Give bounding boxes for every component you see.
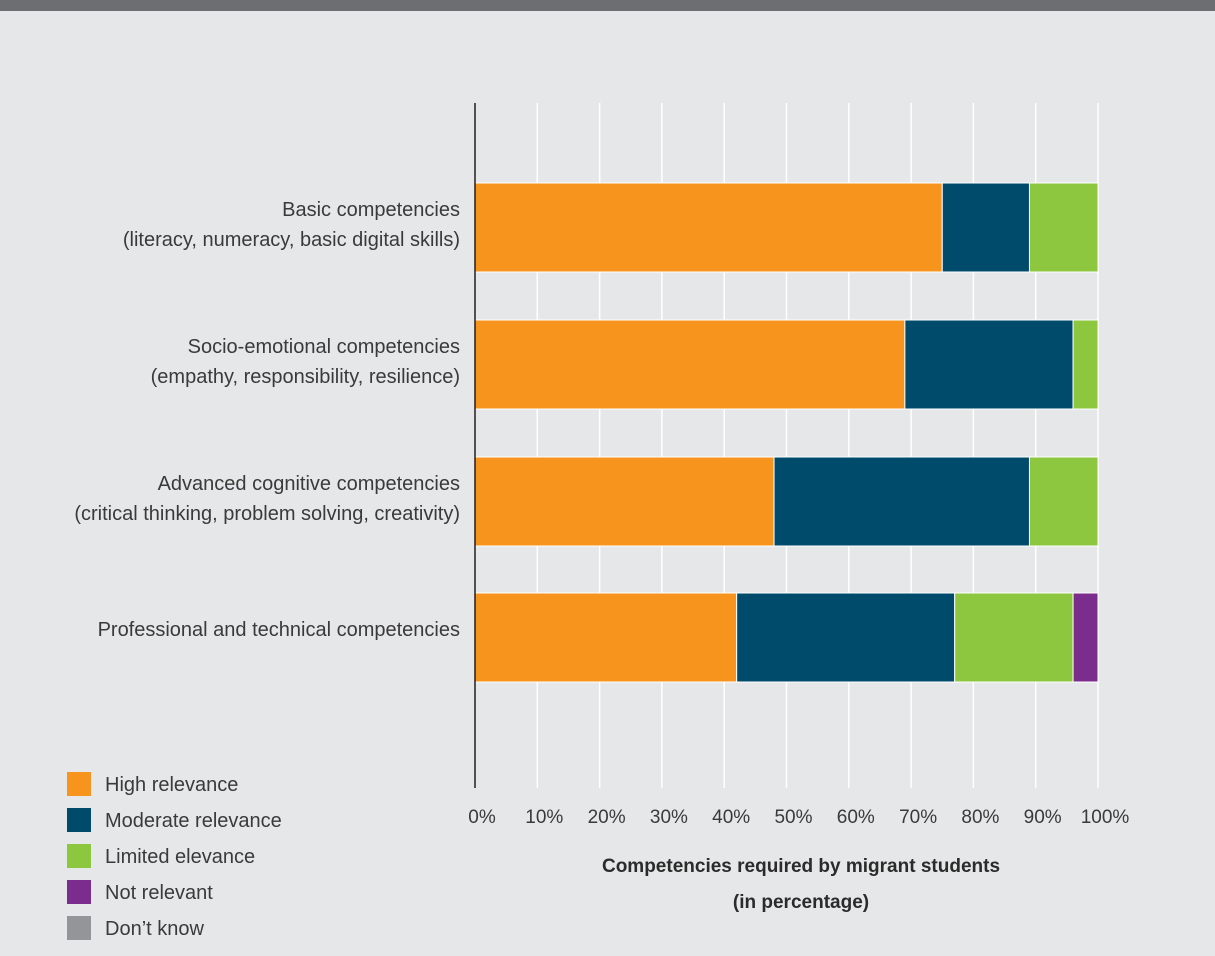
- x-axis-title: Competencies required by migrant student…: [602, 856, 1000, 913]
- bar-segment: [1028, 182, 1099, 273]
- category-labels: Basic competencies (literacy, numeracy, b…: [74, 199, 460, 641]
- x-tick-label: 10%: [525, 807, 563, 828]
- x-tick-label: 90%: [1024, 807, 1062, 828]
- x-tick-label: 60%: [837, 807, 875, 828]
- bar-segment: [1072, 319, 1099, 410]
- legend-swatch: [67, 772, 91, 796]
- x-tick-labels: 0% 10% 20% 30% 40% 50% 60% 70% 80% 90% 100%: [468, 807, 1129, 828]
- category-label: (empathy, responsibility, resilience): [151, 366, 460, 388]
- x-axis-title-line: (in percentage): [733, 892, 869, 913]
- x-tick-label: 80%: [961, 807, 999, 828]
- category-label: (critical thinking, problem solving, cre…: [74, 503, 460, 525]
- legend-swatch: [67, 808, 91, 832]
- legend-swatch: [67, 880, 91, 904]
- bar-segment: [941, 182, 1030, 273]
- bar-segment: [474, 456, 775, 547]
- bar-segment: [954, 592, 1074, 683]
- legend-label: Don’t know: [105, 918, 204, 940]
- x-axis-title-line: Competencies required by migrant student…: [602, 856, 1000, 877]
- bar-segment: [736, 592, 956, 683]
- bar-segment: [474, 182, 943, 273]
- bar-segment: [1072, 592, 1099, 683]
- category-label: Advanced cognitive competencies: [158, 473, 460, 495]
- x-tick-label: 30%: [650, 807, 688, 828]
- x-tick-label: 20%: [588, 807, 626, 828]
- legend-swatch: [67, 916, 91, 940]
- bar-segment: [1028, 456, 1099, 547]
- category-label: (literacy, numeracy, basic digital skill…: [123, 229, 460, 251]
- legend-label: Limited elevance: [105, 846, 255, 868]
- bars: [474, 182, 1099, 683]
- x-tick-label: 70%: [899, 807, 937, 828]
- legend: High relevance Moderate relevance Limited …: [67, 772, 282, 940]
- category-label: Professional and technical competencies: [98, 619, 460, 641]
- legend-swatch: [67, 844, 91, 868]
- x-tick-label: 0%: [468, 807, 496, 828]
- category-label: Socio-emotional competencies: [188, 336, 460, 358]
- x-tick-label: 40%: [712, 807, 750, 828]
- legend-label: High relevance: [105, 774, 238, 796]
- x-tick-label: 50%: [774, 807, 812, 828]
- x-tick-label: 100%: [1081, 807, 1130, 828]
- bar-segment: [474, 319, 906, 410]
- category-label: Basic competencies: [282, 199, 460, 221]
- bar-segment: [773, 456, 1030, 547]
- bar-segment: [904, 319, 1074, 410]
- legend-label: Not relevant: [105, 882, 213, 904]
- bar-segment: [474, 592, 738, 683]
- legend-label: Moderate relevance: [105, 810, 282, 832]
- top-band: [0, 0, 1215, 11]
